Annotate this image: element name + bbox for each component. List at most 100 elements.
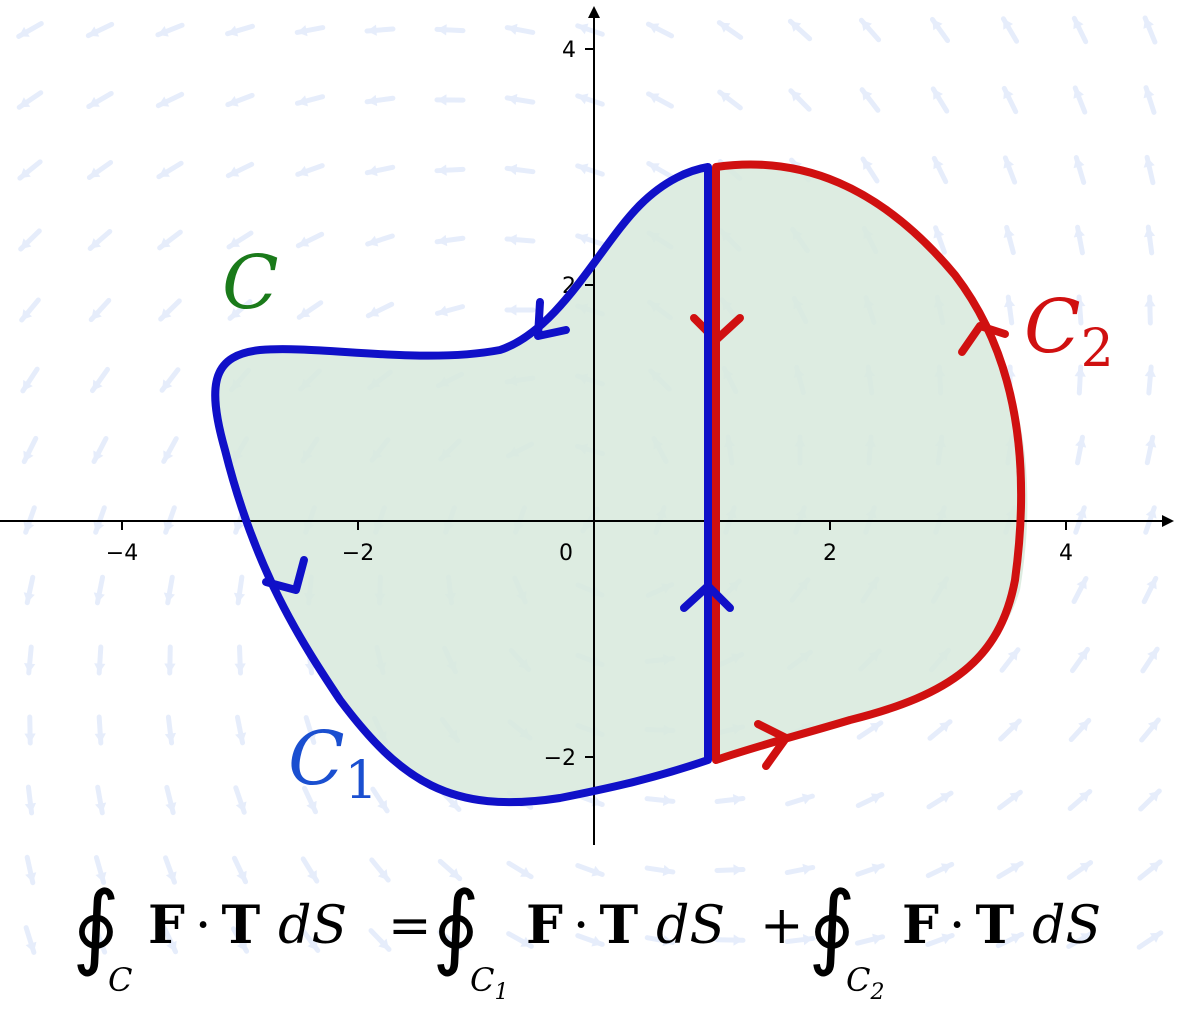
field-arrow-head xyxy=(235,732,247,743)
equals-sign: = xyxy=(388,896,432,956)
field-arrow-head xyxy=(802,863,813,875)
field-arrow-head xyxy=(1073,157,1085,169)
field-arrow-head xyxy=(163,521,175,533)
rhs1-T: T xyxy=(599,895,638,956)
field-arrow-head xyxy=(88,26,100,37)
field-arrow-head xyxy=(305,731,317,743)
c1-arrow-left xyxy=(262,556,308,594)
field-arrow-head xyxy=(165,871,177,883)
field-arrow-head xyxy=(802,933,813,946)
field-arrow-head xyxy=(939,721,951,733)
field-arrow-head xyxy=(19,97,31,108)
field-arrow-head xyxy=(1143,157,1155,168)
rhs1-sub-c: C xyxy=(470,961,494,999)
field-arrow-head xyxy=(159,237,171,248)
field-arrow-head xyxy=(25,872,37,883)
field-arrow-head xyxy=(19,167,31,179)
field-arrow-head xyxy=(933,227,945,239)
field-arrow-head xyxy=(940,793,952,803)
field-arrow-head xyxy=(1149,861,1161,873)
lhs-F: F xyxy=(148,895,185,956)
field-arrow-head xyxy=(93,450,104,462)
field-arrow-head xyxy=(1143,17,1154,29)
field-arrow-head xyxy=(577,23,589,35)
field-arrow-head xyxy=(1074,297,1086,307)
field-arrow-head xyxy=(297,25,308,37)
field-arrow-head xyxy=(236,940,247,952)
field-arrow-head xyxy=(377,799,388,811)
field-arrow-head xyxy=(1007,649,1018,661)
field-arrow-head xyxy=(20,238,32,250)
field-arrow-head xyxy=(160,308,172,320)
field-arrow-head xyxy=(719,92,731,103)
svg-text:F·TdS: F · TdS xyxy=(526,895,725,956)
rhs1-F: F xyxy=(526,895,563,956)
field-arrow-head xyxy=(91,308,102,320)
rhs1-integral: ∮ xyxy=(432,872,480,979)
field-arrow-head xyxy=(871,863,883,875)
field-arrow-head xyxy=(719,22,731,33)
field-arrow-head xyxy=(163,592,175,603)
label-c1: C1 xyxy=(288,716,378,811)
field-arrow-head xyxy=(437,305,449,317)
lhs-sub: C xyxy=(108,961,132,999)
field-arrow-head xyxy=(448,798,459,810)
field-arrow-head xyxy=(367,165,378,177)
field-arrow-head xyxy=(870,793,882,804)
field-arrow-head xyxy=(1073,87,1084,99)
field-arrow-head xyxy=(520,867,532,877)
region-fill xyxy=(215,163,1028,803)
c1-arrow-middle xyxy=(680,582,734,612)
field-arrow-head xyxy=(24,733,36,743)
field-arrow-head xyxy=(227,25,239,37)
field-arrow-head xyxy=(90,238,102,249)
field-arrow-head xyxy=(733,934,743,946)
y-tick-4: 4 xyxy=(562,38,576,63)
field-arrow-head xyxy=(449,937,461,949)
field-arrow-head xyxy=(1003,18,1014,30)
label-c1-main: C xyxy=(288,716,345,802)
x-tick-neg2: −2 xyxy=(342,541,374,566)
field-arrow-head xyxy=(437,164,447,176)
field-arrow-head xyxy=(1008,720,1020,732)
field-arrow-head xyxy=(228,166,240,177)
rhs2-sub: C2 xyxy=(846,961,884,1005)
field-arrow-head xyxy=(790,21,802,32)
x-tick-4: 4 xyxy=(1059,541,1073,566)
field-arrow-head xyxy=(1078,791,1090,802)
x-tick-2: 2 xyxy=(823,541,837,566)
field-arrow-head xyxy=(1075,437,1087,448)
field-arrow-head xyxy=(437,234,448,247)
field-arrow-head xyxy=(933,88,943,100)
field-arrow-head xyxy=(577,93,589,105)
field-arrow-head xyxy=(1074,367,1086,377)
field-arrow-head xyxy=(648,93,660,104)
field-arrow-head xyxy=(940,863,952,874)
field-arrow-head xyxy=(1144,297,1156,307)
field-arrow-head xyxy=(235,801,247,813)
field-arrow-head xyxy=(93,521,105,533)
field-arrow-head xyxy=(162,379,173,391)
field-arrow-head xyxy=(88,96,100,107)
rhs1-d: d xyxy=(656,896,689,956)
field-arrow-head xyxy=(94,663,106,673)
field-arrow-head xyxy=(378,938,389,950)
axes: −4 −2 0 2 4 −2 2 4 xyxy=(0,6,1174,845)
curve-c1 xyxy=(211,163,734,807)
field-arrow-head xyxy=(577,233,589,245)
field-arrow-head xyxy=(163,450,174,462)
field-arrow-head xyxy=(158,96,170,107)
field-arrow-head xyxy=(507,23,518,35)
field-arrow-head xyxy=(662,794,673,807)
field-arrow-head xyxy=(872,933,883,945)
field-arrow-head xyxy=(24,802,37,813)
field-arrow-head xyxy=(94,733,106,743)
field-arrow-head xyxy=(1080,933,1092,944)
field-arrow-head xyxy=(164,663,176,673)
field-arrow-head xyxy=(591,935,603,947)
field-arrow-head xyxy=(732,793,743,806)
field-arrow-head xyxy=(158,166,170,177)
field-arrow-head xyxy=(157,26,169,37)
field-arrow-head xyxy=(236,870,247,882)
